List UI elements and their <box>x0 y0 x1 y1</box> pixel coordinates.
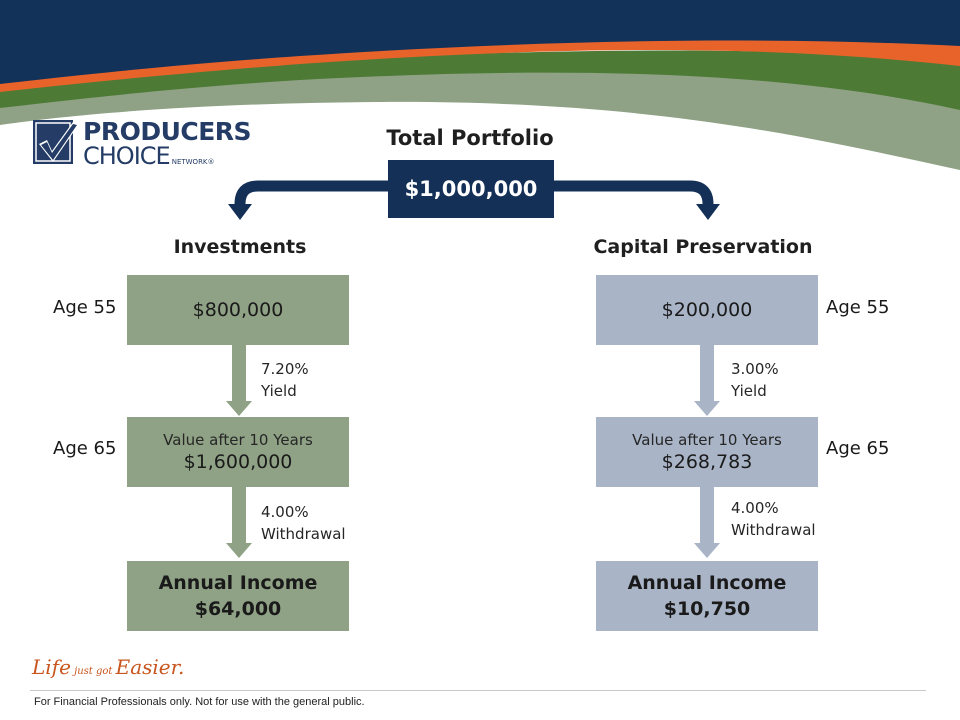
capital-after-value: $268,783 <box>661 451 753 473</box>
investments-title: Investments <box>173 236 307 258</box>
header-banner <box>0 0 960 170</box>
split-arrow-right <box>554 180 714 208</box>
investments-age-start: Age 55 <box>53 297 117 318</box>
capital-withdrawal-rate: 4.00% <box>731 499 779 517</box>
investments-withdrawal-label: Withdrawal <box>261 525 346 543</box>
total-portfolio-box: $1,000,000 <box>388 160 554 218</box>
investments-yield-rate: 7.20% <box>261 360 309 378</box>
checkmark-logo-icon <box>33 120 79 164</box>
investments-income-box: Annual Income $64,000 <box>127 561 349 631</box>
inv-arrow-1-shaft <box>232 345 246 403</box>
logo-network-text: NETWORK® <box>171 158 215 166</box>
logo: PRODUCERS CHOICE NETWORK® <box>33 117 253 170</box>
capital-income-box: Annual Income $10,750 <box>596 561 818 631</box>
investments-withdrawal: 4.00% Withdrawal <box>261 501 346 545</box>
capital-after-box: Value after 10 Years $268,783 <box>596 417 818 487</box>
investments-withdrawal-rate: 4.00% <box>261 503 309 521</box>
capital-yield: 3.00% Yield <box>731 358 779 402</box>
capital-start-box: $200,000 <box>596 275 818 345</box>
total-portfolio-title: Total Portfolio <box>386 126 554 150</box>
investments-after-value: $1,600,000 <box>183 451 293 473</box>
capital-yield-rate: 3.00% <box>731 360 779 378</box>
total-portfolio-value: $1,000,000 <box>404 177 538 201</box>
cap-arrow-1-shaft <box>700 345 714 403</box>
footer-divider <box>30 690 926 691</box>
tagline-easier: Easier. <box>115 655 185 679</box>
split-arrow-left-head <box>228 204 252 220</box>
capital-age-end: Age 65 <box>826 438 890 459</box>
split-arrow-right-head <box>696 204 720 220</box>
investments-income-value: $64,000 <box>194 598 282 620</box>
tagline-just-got: just got <box>70 666 116 677</box>
investments-start-box: $800,000 <box>127 275 349 345</box>
investments-income-label: Annual Income <box>158 572 318 594</box>
capital-preservation-title: Capital Preservation <box>593 236 813 258</box>
capital-yield-label: Yield <box>731 382 767 400</box>
header-navy-band <box>0 0 960 84</box>
logo-choice-word: CHOICE <box>83 142 171 170</box>
split-arrows <box>228 180 720 220</box>
cap-arrow-1-head <box>694 401 720 416</box>
capital-withdrawal-label: Withdrawal <box>731 521 816 539</box>
split-arrow-left <box>234 180 388 208</box>
capital-age-start: Age 55 <box>826 297 890 318</box>
logo-choice-text: CHOICE NETWORK® <box>83 142 215 170</box>
tagline: Life just got Easier. <box>32 655 184 679</box>
logo-producers-text: PRODUCERS <box>83 117 252 146</box>
capital-income-label: Annual Income <box>627 572 787 594</box>
inv-arrow-2-head <box>226 543 252 558</box>
investments-yield-label: Yield <box>261 382 297 400</box>
cap-arrow-2-shaft <box>700 487 714 545</box>
capital-start-value: $200,000 <box>661 299 753 321</box>
capital-income-value: $10,750 <box>663 598 751 620</box>
investments-age-end: Age 65 <box>53 438 117 459</box>
investments-after-box: Value after 10 Years $1,600,000 <box>127 417 349 487</box>
inv-arrow-2-shaft <box>232 487 246 545</box>
tagline-life: Life <box>32 655 71 679</box>
investments-yield: 7.20% Yield <box>261 358 309 402</box>
cap-arrow-2-head <box>694 543 720 558</box>
header-sage-swoosh <box>0 61 960 170</box>
inv-arrow-1-head <box>226 401 252 416</box>
capital-withdrawal: 4.00% Withdrawal <box>731 497 816 541</box>
footer-disclaimer: For Financial Professionals only. Not fo… <box>34 696 365 708</box>
investments-after-label: Value after 10 Years <box>163 431 313 449</box>
capital-after-label: Value after 10 Years <box>632 431 782 449</box>
investments-start-value: $800,000 <box>192 299 284 321</box>
header-orange-swoosh <box>0 37 960 92</box>
